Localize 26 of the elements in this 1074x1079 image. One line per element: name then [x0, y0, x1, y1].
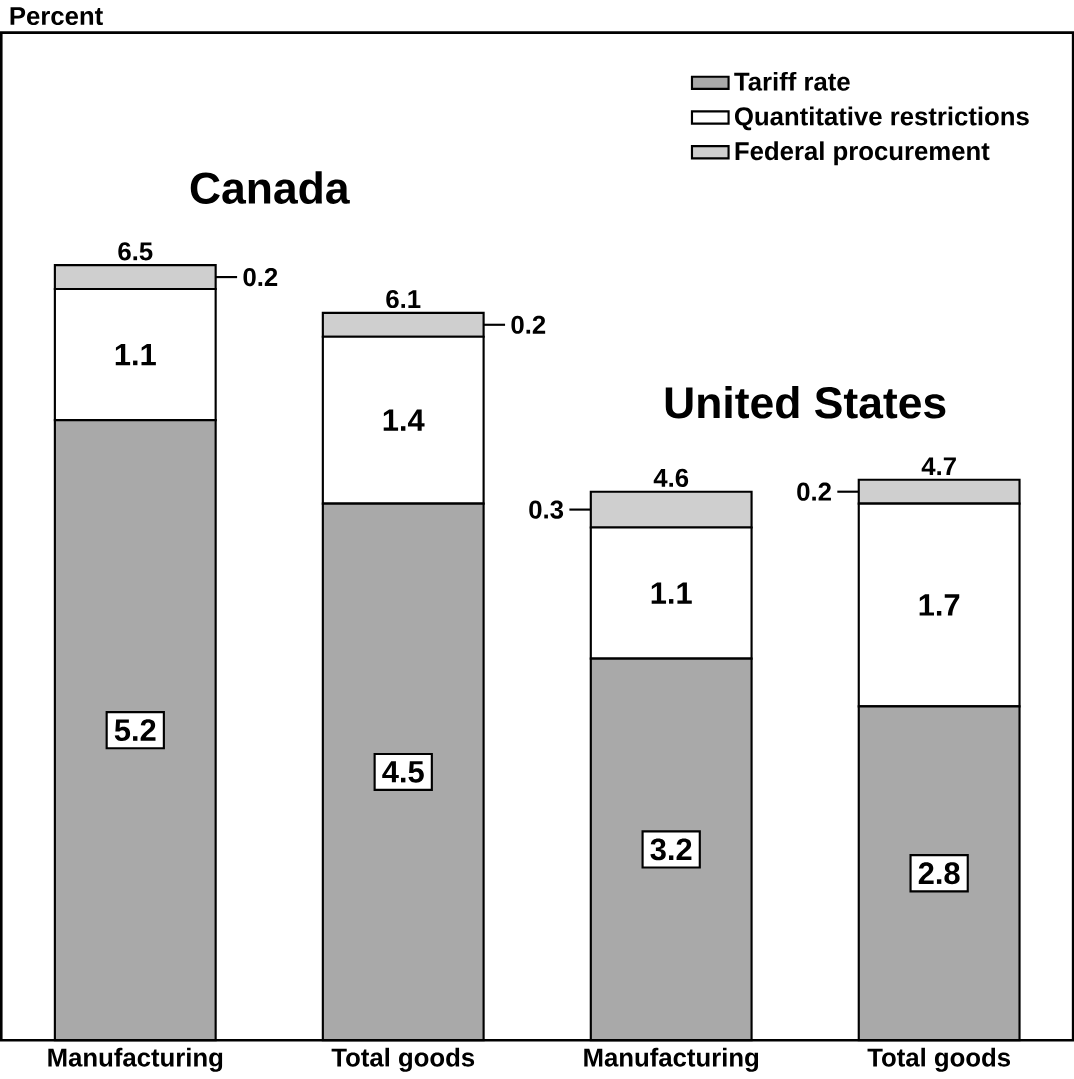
data-label: 4.5 [382, 761, 424, 783]
data-label: 1.4 [383, 409, 425, 431]
data-label: 1.1 [651, 582, 692, 604]
x-tick-label: Total goods [867, 1047, 1010, 1072]
data-label: 1.1 [115, 343, 156, 366]
total-label: 6.5 [118, 242, 153, 261]
data-label: 5.2 [114, 719, 156, 742]
data-label: 0.2 [243, 267, 277, 287]
data-label: 2.8 [918, 862, 960, 885]
total-label: 6.1 [386, 289, 421, 309]
data-label: 0.2 [797, 482, 831, 501]
data-label: 0.2 [511, 315, 545, 334]
text: Percent [10, 7, 103, 26]
legend-label: Federal procurement [735, 141, 990, 166]
data-label: 3.2 [650, 838, 692, 861]
x-tick-label: Manufacturing [584, 1047, 758, 1072]
legend-label: Quantitative restrictions [734, 106, 1029, 131]
annotation: United States [665, 385, 946, 419]
legend-label: Tariff rate [734, 71, 850, 91]
x-tick-label: Total goods [331, 1047, 474, 1072]
data-label: 1.7 [919, 594, 960, 616]
data-label: 0.3 [529, 500, 563, 519]
x-tick-label: Manufacturing [48, 1047, 222, 1072]
text: Canada [190, 171, 350, 204]
total-label: 4.7 [921, 457, 956, 476]
total-label: 4.6 [653, 468, 688, 487]
